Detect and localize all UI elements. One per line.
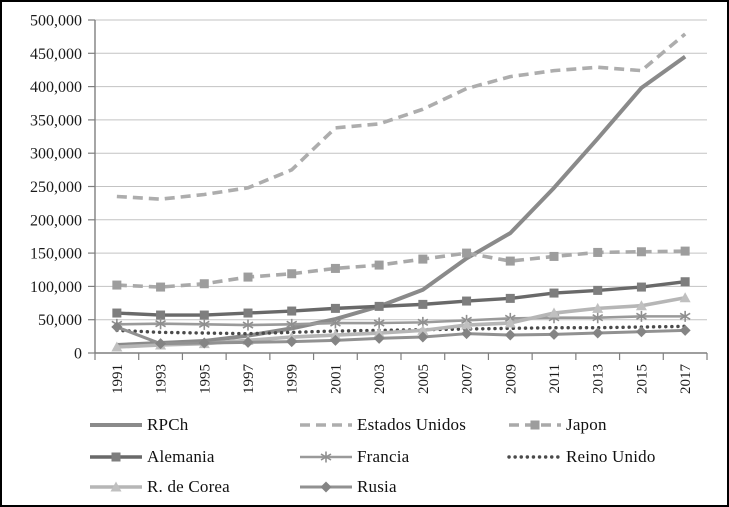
x-axis-label: 2001 xyxy=(328,364,344,394)
y-axis-label: 300,000 xyxy=(30,146,82,163)
marker-asterisk xyxy=(155,318,166,330)
y-axis-label: 0 xyxy=(74,346,82,363)
x-axis-label: 1993 xyxy=(154,364,170,394)
marker-square xyxy=(680,246,690,256)
x-axis-label: 1991 xyxy=(110,364,126,394)
marker-diamond xyxy=(155,338,167,350)
marker-square xyxy=(505,256,515,266)
y-axis-label: 450,000 xyxy=(30,46,82,63)
y-axis-label: 150,000 xyxy=(30,246,82,263)
marker-square xyxy=(199,279,209,289)
y-axis-label: 100,000 xyxy=(30,279,82,296)
marker-asterisk xyxy=(679,310,691,322)
marker-asterisk xyxy=(286,318,298,330)
marker-triangle xyxy=(679,292,691,303)
marker-diamond xyxy=(504,329,516,341)
series-line-rpch xyxy=(116,55,687,348)
marker-square xyxy=(287,269,297,279)
marker-triangle xyxy=(635,300,647,311)
marker-diamond xyxy=(548,328,560,340)
marker-square xyxy=(374,301,384,311)
marker-square xyxy=(243,272,253,282)
marker-diamond xyxy=(635,326,647,338)
marker-square xyxy=(418,299,428,309)
x-axis-label: 1999 xyxy=(285,364,301,394)
marker-diamond xyxy=(242,336,254,348)
marker-square xyxy=(156,282,166,292)
y-axis-label: 350,000 xyxy=(30,112,82,129)
marker-square xyxy=(636,282,646,292)
marker-square xyxy=(112,308,122,318)
x-axis-label: 2009 xyxy=(503,364,519,394)
marker-square xyxy=(593,247,603,257)
marker-square xyxy=(330,303,340,313)
marker-triangle xyxy=(373,327,385,338)
marker-square xyxy=(680,277,690,287)
y-axis-label: 400,000 xyxy=(30,79,82,96)
marker-square xyxy=(549,288,559,298)
marker-triangle xyxy=(329,329,341,340)
marker-triangle xyxy=(548,307,560,318)
y-axis-label: 50,000 xyxy=(38,312,82,329)
marker-triangle xyxy=(461,319,473,330)
marker-square xyxy=(505,293,515,303)
marker-square xyxy=(462,248,472,258)
marker-square xyxy=(549,251,559,261)
marker-square xyxy=(418,254,428,264)
x-axis-label: 2005 xyxy=(416,364,432,394)
x-axis-label: 2011 xyxy=(547,364,563,393)
marker-square xyxy=(199,310,209,320)
marker-diamond xyxy=(373,332,385,344)
marker-square xyxy=(462,296,472,306)
x-axis-label: 1997 xyxy=(241,364,257,395)
marker-square xyxy=(330,263,340,273)
x-axis-label: 2017 xyxy=(678,364,694,395)
x-axis-label: 1995 xyxy=(197,364,213,394)
x-axis-label: 2003 xyxy=(372,364,388,394)
marker-diamond xyxy=(286,336,298,348)
marker-diamond xyxy=(111,321,123,333)
marker-asterisk xyxy=(636,310,647,322)
series-line-rusia xyxy=(116,325,686,346)
marker-square xyxy=(636,247,646,257)
marker-asterisk xyxy=(592,312,604,324)
marker-diamond xyxy=(417,331,429,343)
marker-diamond xyxy=(679,324,691,336)
marker-diamond xyxy=(198,337,210,349)
marker-asterisk xyxy=(242,319,254,331)
y-axis-label: 200,000 xyxy=(30,212,82,229)
series-line-francia xyxy=(116,315,686,327)
marker-square xyxy=(287,306,297,316)
marker-square xyxy=(156,310,166,320)
series-line-estados-unidos xyxy=(116,32,687,201)
x-axis-label: 2015 xyxy=(634,364,650,394)
marker-triangle xyxy=(592,302,604,313)
marker-square xyxy=(593,285,603,295)
marker-diamond xyxy=(329,334,341,346)
marker-asterisk xyxy=(330,317,341,329)
marker-triangle xyxy=(417,324,429,335)
y-axis-label: 250,000 xyxy=(30,179,82,196)
y-axis-label: 500,000 xyxy=(30,13,82,30)
x-axis-label: 2007 xyxy=(460,364,476,395)
marker-square xyxy=(243,308,253,318)
marker-square xyxy=(374,260,384,270)
series-line-alemania xyxy=(116,280,686,317)
x-axis-label: 2013 xyxy=(591,364,607,394)
marker-diamond xyxy=(592,327,604,339)
marker-asterisk xyxy=(198,318,210,330)
marker-triangle xyxy=(111,341,123,352)
marker-diamond xyxy=(461,328,473,340)
marker-triangle xyxy=(504,317,516,328)
marker-square xyxy=(112,280,122,290)
marker-asterisk xyxy=(373,317,385,329)
